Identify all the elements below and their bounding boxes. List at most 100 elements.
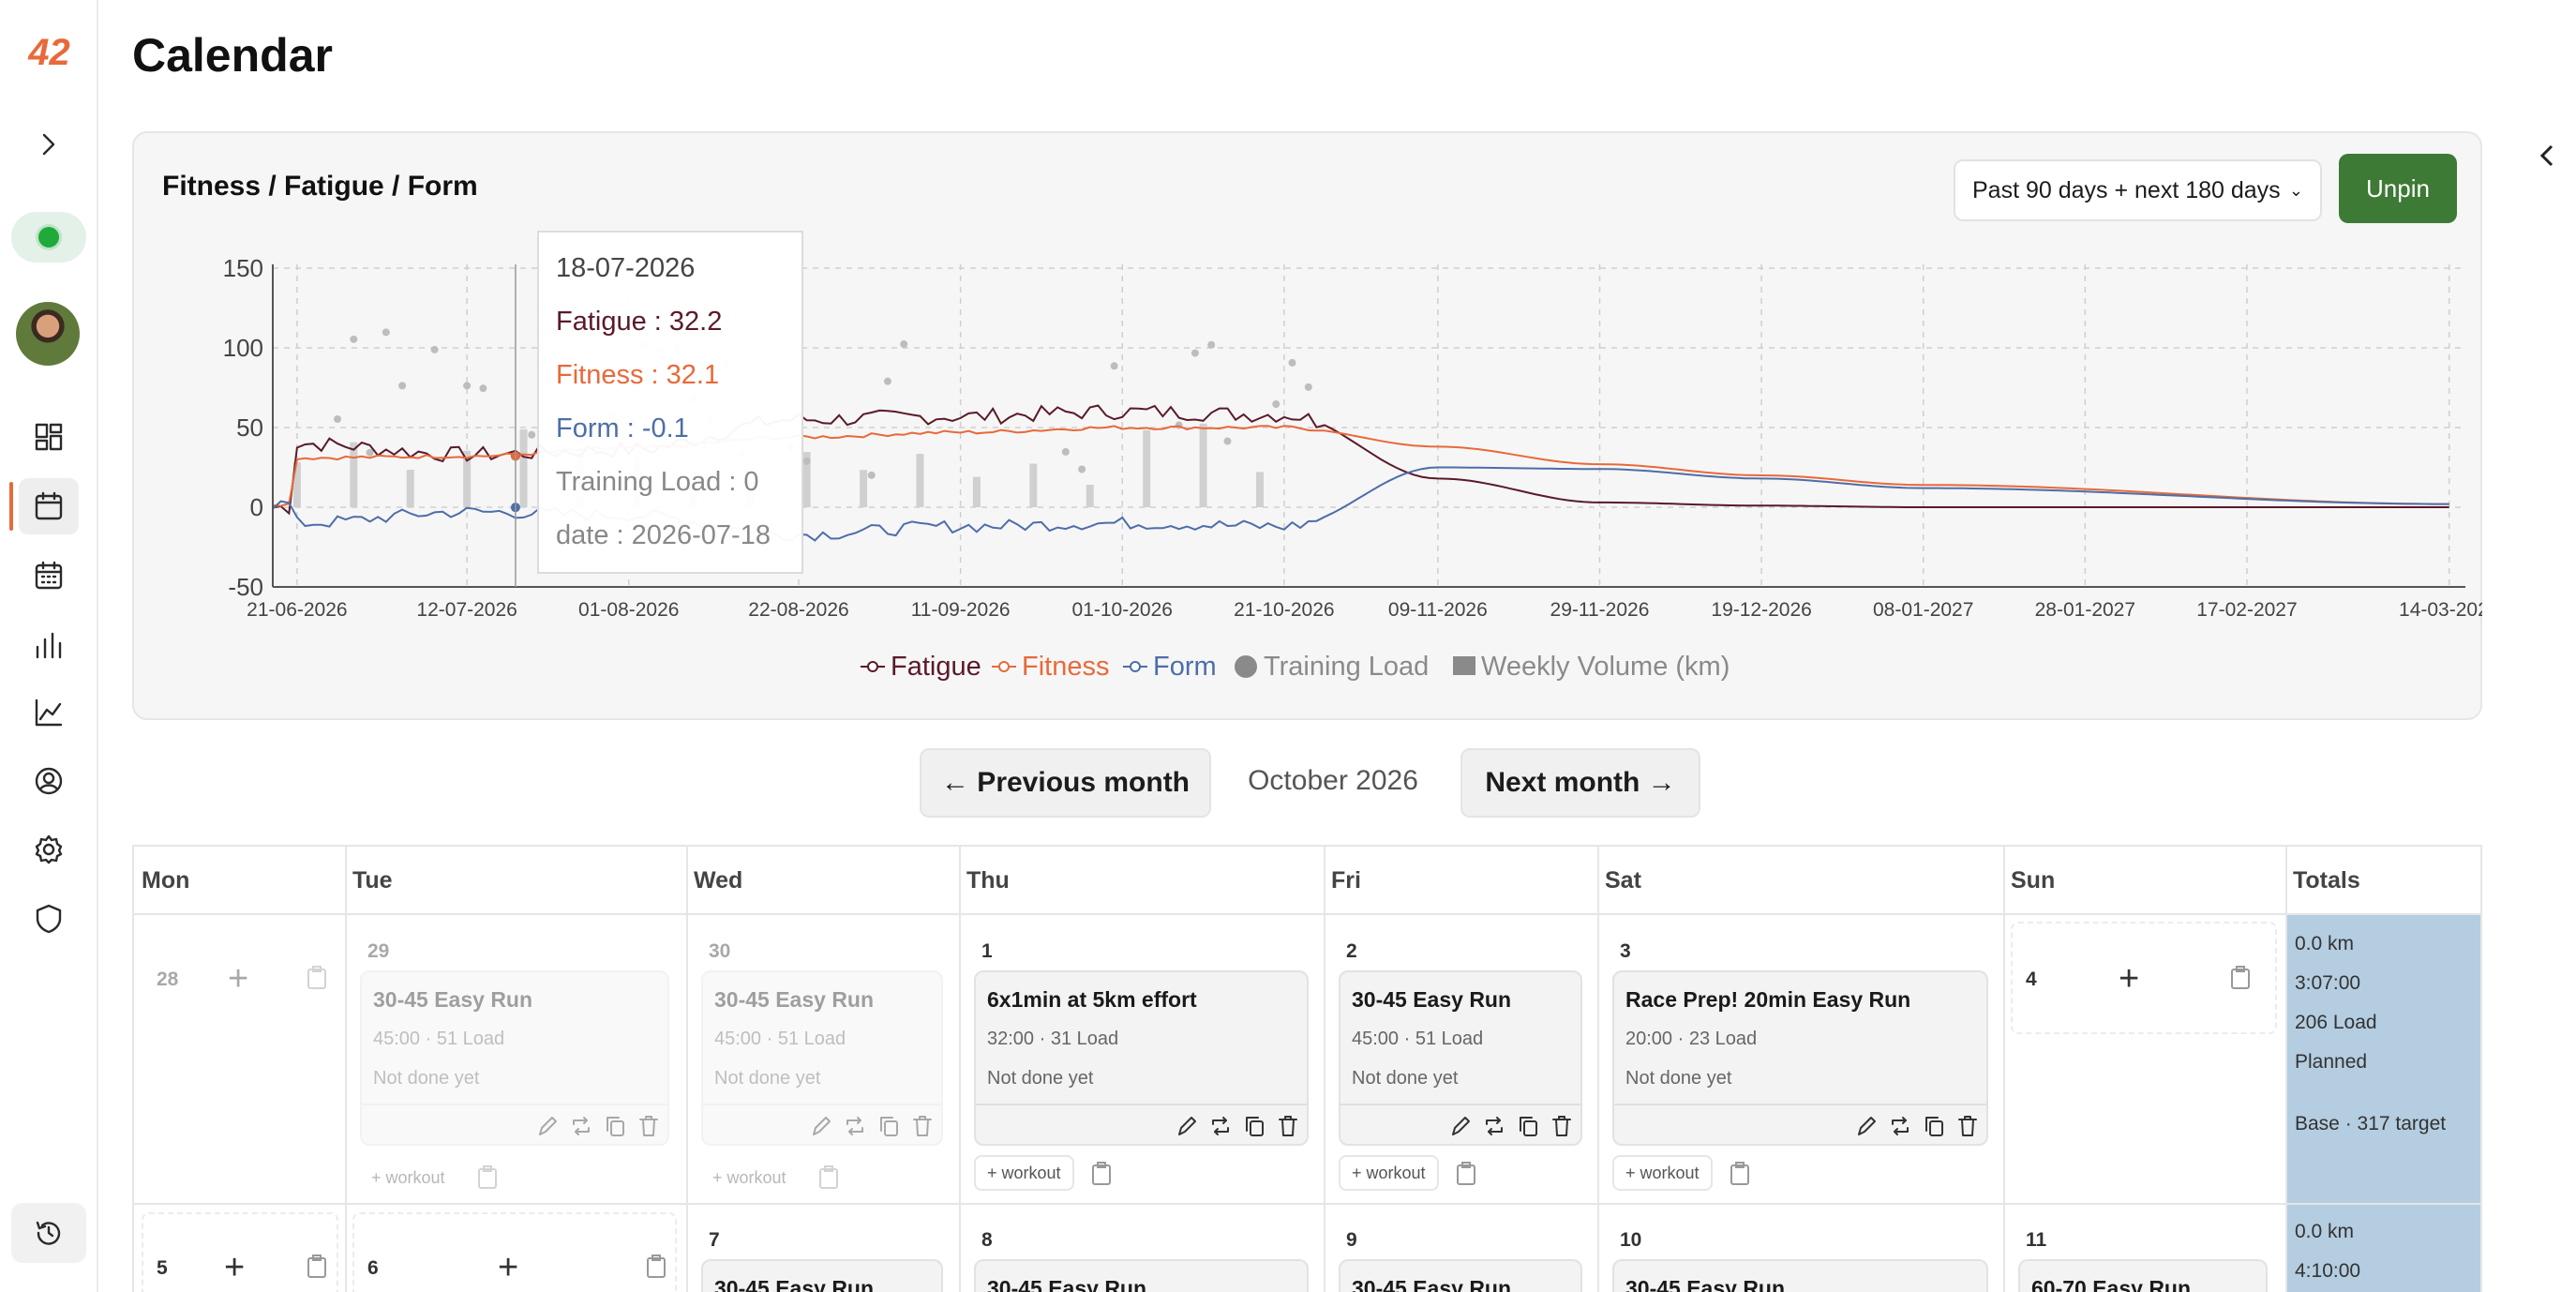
- workout-card[interactable]: 6x1min at 5km effort 32:00 · 31 Load Not…: [974, 970, 1309, 1146]
- sidebar-item-trends[interactable]: [19, 684, 79, 741]
- repeat-icon[interactable]: [570, 1114, 592, 1138]
- column-divider: [2285, 847, 2287, 1292]
- day-number: 1: [981, 940, 993, 962]
- add-workout-button[interactable]: + workout: [712, 1167, 786, 1187]
- repeat-icon[interactable]: [1483, 1114, 1505, 1138]
- card-divider: [1340, 1104, 1580, 1105]
- edit-icon[interactable]: [1449, 1114, 1472, 1138]
- edit-icon[interactable]: [1855, 1114, 1878, 1138]
- clipboard-icon[interactable]: [818, 1165, 839, 1190]
- weekly-volume-bar: [406, 469, 414, 507]
- x-tick-label: 08-01-2027: [1873, 599, 1973, 621]
- training-load-point: [382, 328, 390, 337]
- legend-marker-dot: [1130, 661, 1141, 672]
- clipboard-icon[interactable]: [1730, 1162, 1750, 1186]
- workout-card[interactable]: 60-70 Easy Run: [2018, 1259, 2268, 1292]
- delete-icon[interactable]: [911, 1114, 934, 1138]
- column-divider: [959, 847, 961, 1292]
- clipboard-icon[interactable]: [646, 1254, 666, 1279]
- x-tick-label: 09-11-2026: [1388, 599, 1488, 621]
- range-select[interactable]: Past 90 days + next 180 days ⌄: [1954, 159, 2322, 221]
- repeat-icon[interactable]: [1209, 1114, 1232, 1138]
- current-month-label: October 2026: [1248, 765, 1418, 796]
- empty-day: [2011, 922, 2277, 1034]
- day-number: 30: [709, 940, 731, 962]
- delete-icon[interactable]: [637, 1114, 660, 1138]
- x-tick-label: 19-12-2026: [1711, 599, 1811, 621]
- edit-icon[interactable]: [810, 1114, 832, 1138]
- sidebar-item-calendar[interactable]: [9, 478, 79, 534]
- previous-month-button[interactable]: ← Previous month: [920, 748, 1211, 818]
- copy-icon[interactable]: [1923, 1114, 1945, 1138]
- sidebar-item-settings[interactable]: [19, 821, 79, 878]
- clipboard-icon[interactable]: [1456, 1162, 1476, 1186]
- expand-sidebar-button[interactable]: [19, 116, 79, 173]
- copy-icon[interactable]: [604, 1114, 626, 1138]
- workout-card[interactable]: 30-45 Easy Run: [974, 1259, 1309, 1292]
- workout-card[interactable]: Race Prep! 20min Easy Run 20:00 · 23 Loa…: [1612, 970, 1988, 1146]
- add-workout-button[interactable]: + workout: [371, 1167, 445, 1187]
- add-workout-button[interactable]: + workout: [1339, 1155, 1439, 1191]
- edit-icon[interactable]: [1176, 1114, 1198, 1138]
- sidebar-item-profile[interactable]: [19, 753, 79, 809]
- sidebar-item-plan[interactable]: [19, 548, 79, 604]
- workout-card[interactable]: 30-45 Easy Run: [1612, 1259, 1988, 1292]
- avatar[interactable]: [16, 302, 80, 366]
- legend-label: Weekly Volume (km): [1481, 652, 1730, 682]
- clipboard-icon[interactable]: [2230, 966, 2251, 990]
- clipboard-icon[interactable]: [1091, 1162, 1112, 1186]
- unpin-button[interactable]: Unpin: [2339, 154, 2457, 223]
- workout-card[interactable]: 30-45 Easy Run 45:00 · 51 Load Not done …: [360, 970, 669, 1146]
- workout-card[interactable]: 30-45 Easy Run: [1339, 1259, 1582, 1292]
- x-tick-label: 28-01-2027: [2035, 599, 2135, 621]
- clipboard-icon[interactable]: [477, 1165, 498, 1190]
- delete-icon[interactable]: [1277, 1114, 1299, 1138]
- day-number: 3: [1620, 940, 1631, 962]
- sidebar-item-dashboard[interactable]: [19, 409, 79, 465]
- app-logo[interactable]: 42: [28, 32, 70, 73]
- workout-card[interactable]: 30-45 Easy Run 45:00 · 51 Load Not done …: [1339, 970, 1582, 1146]
- collapse-panel-button[interactable]: [2533, 139, 2561, 173]
- header-tue: Tue: [352, 867, 393, 894]
- copy-icon[interactable]: [877, 1114, 900, 1138]
- connection-status[interactable]: [11, 212, 86, 263]
- add-workout-button[interactable]: + workout: [1612, 1155, 1713, 1191]
- workout-title: 6x1min at 5km effort: [987, 987, 1197, 1012]
- next-month-button[interactable]: Next month →: [1460, 748, 1700, 818]
- repeat-icon[interactable]: [1889, 1114, 1911, 1138]
- training-load-point: [1061, 447, 1070, 456]
- sidebar-item-stats[interactable]: [19, 617, 79, 673]
- add-workout-plus-icon[interactable]: +: [228, 959, 249, 999]
- workout-card[interactable]: 30-45 Easy Run: [701, 1259, 943, 1292]
- day-number: 28: [157, 969, 179, 990]
- clipboard-icon[interactable]: [307, 966, 327, 990]
- clipboard-icon[interactable]: [307, 1254, 327, 1279]
- copy-icon[interactable]: [1243, 1114, 1266, 1138]
- delete-icon[interactable]: [1550, 1114, 1573, 1138]
- totals-distance: 0.0 km: [2295, 1221, 2355, 1242]
- history-button[interactable]: [11, 1203, 86, 1263]
- workout-card[interactable]: 30-45 Easy Run 45:00 · 51 Load Not done …: [701, 970, 943, 1146]
- chevron-left-icon: [2539, 144, 2554, 167]
- copy-icon[interactable]: [1517, 1114, 1539, 1138]
- chevron-down-icon: ⌄: [2288, 180, 2303, 200]
- edit-icon[interactable]: [536, 1114, 559, 1138]
- weekly-volume-bar: [802, 452, 811, 507]
- repeat-icon[interactable]: [844, 1114, 866, 1138]
- add-workout-plus-icon[interactable]: +: [224, 1248, 246, 1287]
- chart-title: Fitness / Fatigue / Form: [162, 171, 478, 202]
- chart-legend: Fatigue Fitness Form Training Load Weekly Vo…: [861, 652, 1730, 682]
- workout-meta: 20:00 · 23 Load: [1625, 1029, 1758, 1049]
- add-workout-plus-icon[interactable]: +: [498, 1248, 519, 1287]
- sidebar-item-security[interactable]: [19, 891, 79, 947]
- training-load-point: [398, 382, 407, 390]
- delete-icon[interactable]: [1956, 1114, 1979, 1138]
- header-fri: Fri: [1331, 867, 1361, 894]
- week-totals: 0.0 km 3:07:00 206 Load Planned Base · 3…: [2287, 915, 2480, 1203]
- training-load-point: [867, 471, 876, 479]
- add-workout-plus-icon[interactable]: +: [2119, 959, 2140, 999]
- add-workout-button[interactable]: + workout: [974, 1155, 1074, 1191]
- x-tick-label: 22-08-2026: [748, 599, 848, 621]
- x-tick-label: 01-10-2026: [1072, 599, 1173, 621]
